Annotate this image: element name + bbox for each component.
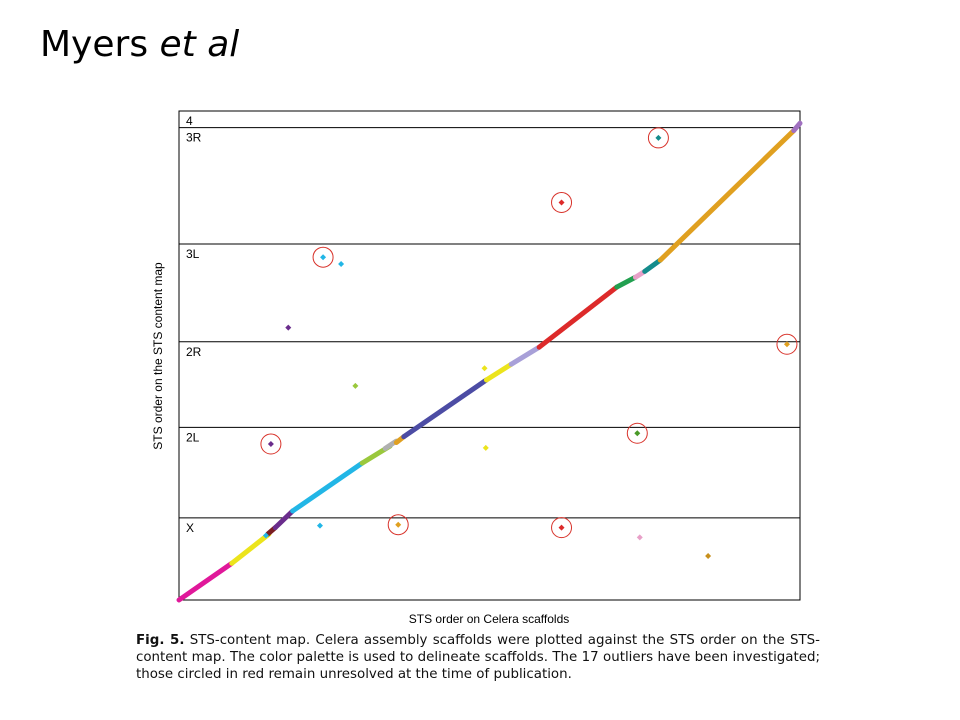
y-axis-label: STS order on the STS content map — [151, 262, 165, 450]
chromosome-bands: X 2L 2R 3L 3R 4 — [179, 114, 800, 535]
scaffold-segment — [657, 128, 797, 263]
band-label-2l: 2L — [186, 430, 200, 444]
scaffold-segment — [508, 344, 542, 367]
outlier-point — [395, 521, 402, 528]
figure-caption-text: STS-content map. Celera assembly scaffol… — [136, 633, 820, 682]
plot-frame — [178, 110, 801, 601]
scaffold-segment — [536, 284, 620, 350]
outlier-point — [634, 430, 641, 437]
outlier-point — [705, 552, 712, 559]
scaffold-segment — [614, 274, 638, 290]
figure-caption: Fig. 5. STS-content map. Celera assembly… — [136, 632, 820, 683]
unresolved-outlier-circle — [647, 127, 669, 149]
outlier-point — [636, 534, 643, 541]
unresolved-outlier-circle — [387, 514, 409, 536]
outlier-point — [352, 382, 359, 389]
scaffold-segment — [791, 120, 803, 134]
slide-title-main: Myers — [40, 24, 160, 65]
band-label-x: X — [186, 521, 194, 535]
outlier-point — [316, 522, 323, 529]
scaffold-segment — [229, 531, 272, 566]
outlier-point — [262, 532, 269, 539]
unresolved-outlier-circle — [626, 422, 648, 444]
outlier-point — [320, 254, 327, 261]
outlier-point — [655, 134, 662, 141]
scaffold-segment — [401, 377, 489, 440]
outlier-point — [482, 444, 489, 451]
outlier-point — [558, 199, 565, 206]
x-axis-label: STS order on Celera scaffolds — [409, 612, 570, 626]
outlier-point — [338, 261, 345, 268]
unresolved-outlier-circle — [776, 333, 798, 355]
figure-caption-label: Fig. 5. — [136, 633, 185, 648]
slide-title: Myers et al — [40, 24, 239, 65]
scaffold-segment — [483, 361, 514, 383]
unresolved-outlier-circle — [260, 433, 282, 455]
band-label-4: 4 — [186, 114, 193, 128]
scaffold-diagonal — [176, 120, 803, 603]
outlier-point — [267, 441, 274, 448]
outlier-point — [558, 524, 565, 531]
scaffold-segment — [290, 460, 365, 514]
outlier-points — [260, 127, 798, 559]
outlier-point — [481, 365, 488, 372]
scaffold-segment — [642, 257, 663, 274]
outlier-point — [285, 324, 292, 331]
unresolved-outlier-circle — [312, 246, 334, 268]
scaffold-segment — [272, 508, 296, 531]
unresolved-outlier-circle — [551, 191, 573, 213]
band-label-3r: 3R — [186, 131, 202, 145]
unresolved-outlier-circle — [551, 517, 573, 539]
outlier-point — [783, 341, 790, 348]
band-label-2r: 2R — [186, 345, 202, 359]
band-label-3l: 3L — [186, 247, 200, 261]
slide-title-italic: et al — [159, 24, 240, 65]
scaffold-segment — [176, 560, 235, 603]
